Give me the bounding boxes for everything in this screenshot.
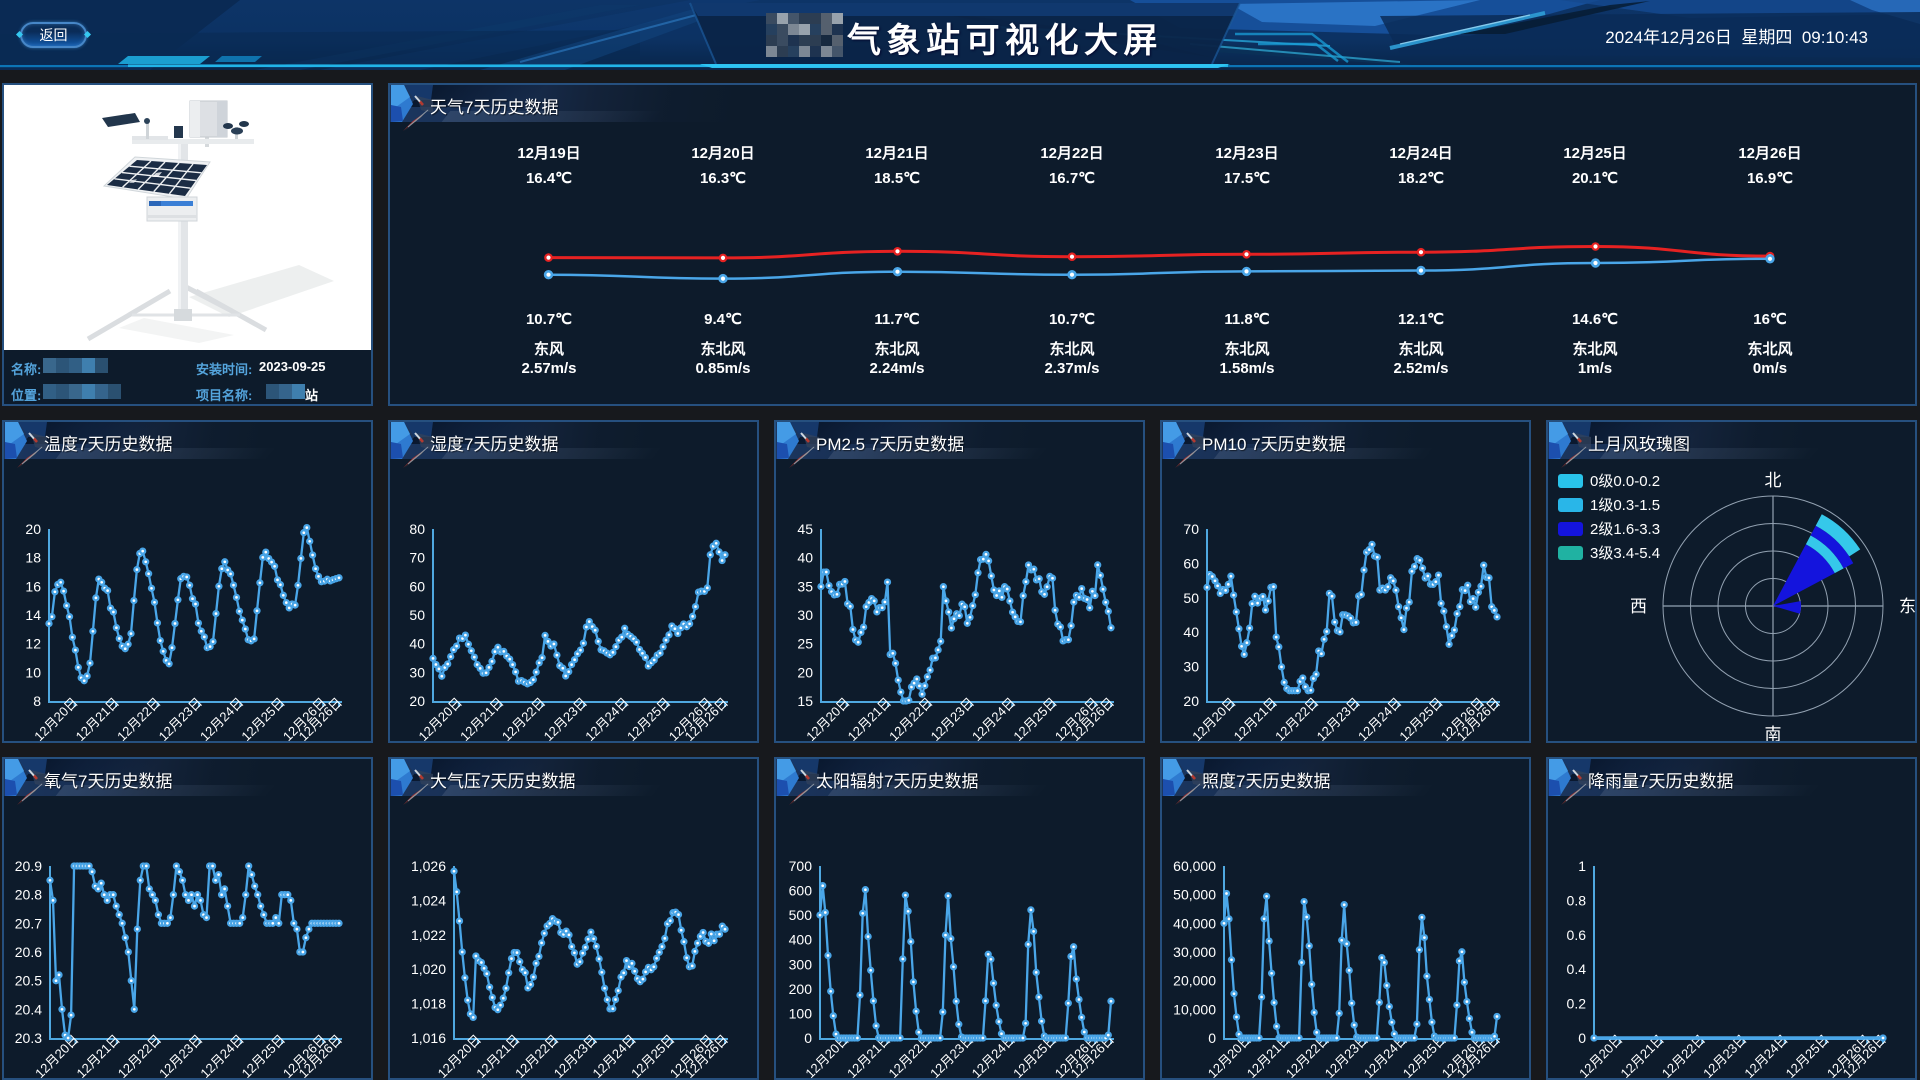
svg-text:400: 400 bbox=[789, 932, 813, 948]
svg-text:80: 80 bbox=[409, 521, 425, 537]
svg-text:0级0.0-0.2: 0级0.0-0.2 bbox=[1590, 473, 1660, 490]
svg-text:0: 0 bbox=[804, 1030, 812, 1046]
svg-text:14: 14 bbox=[25, 607, 41, 623]
svg-text:15: 15 bbox=[797, 693, 813, 709]
svg-text:700: 700 bbox=[789, 858, 813, 874]
svg-text:10: 10 bbox=[25, 664, 41, 680]
svg-text:60: 60 bbox=[1183, 555, 1199, 571]
svg-text:60: 60 bbox=[409, 578, 425, 594]
svg-text:20.6: 20.6 bbox=[15, 944, 42, 960]
svg-text:300: 300 bbox=[789, 956, 813, 972]
svg-text:600: 600 bbox=[789, 883, 813, 899]
svg-text:60,000: 60,000 bbox=[1173, 858, 1216, 874]
svg-text:25: 25 bbox=[797, 636, 813, 652]
svg-text:35: 35 bbox=[797, 578, 813, 594]
svg-text:1,024: 1,024 bbox=[411, 892, 446, 908]
svg-text:20: 20 bbox=[1183, 693, 1199, 709]
svg-text:200: 200 bbox=[789, 981, 813, 997]
svg-text:3级3.4-5.4: 3级3.4-5.4 bbox=[1590, 545, 1660, 562]
svg-text:30: 30 bbox=[1183, 659, 1199, 675]
svg-text:北: 北 bbox=[1765, 471, 1782, 490]
svg-text:1,018: 1,018 bbox=[411, 996, 446, 1012]
svg-text:100: 100 bbox=[789, 1005, 813, 1021]
svg-text:20: 20 bbox=[797, 664, 813, 680]
svg-text:30: 30 bbox=[409, 664, 425, 680]
svg-text:30: 30 bbox=[797, 607, 813, 623]
svg-text:1,026: 1,026 bbox=[411, 858, 446, 874]
svg-text:12: 12 bbox=[25, 636, 41, 652]
svg-text:40: 40 bbox=[1183, 624, 1199, 640]
svg-text:20: 20 bbox=[25, 521, 41, 537]
svg-text:70: 70 bbox=[1183, 521, 1199, 537]
svg-text:南: 南 bbox=[1765, 725, 1782, 743]
svg-text:20,000: 20,000 bbox=[1173, 973, 1216, 989]
svg-text:50: 50 bbox=[409, 607, 425, 623]
svg-text:1级0.3-1.5: 1级0.3-1.5 bbox=[1590, 497, 1660, 514]
svg-text:0: 0 bbox=[1578, 1030, 1586, 1046]
svg-text:16: 16 bbox=[25, 578, 41, 594]
svg-text:0: 0 bbox=[1208, 1030, 1216, 1046]
svg-text:0.4: 0.4 bbox=[1567, 961, 1587, 977]
svg-text:2级1.6-3.3: 2级1.6-3.3 bbox=[1590, 521, 1660, 538]
svg-text:1,020: 1,020 bbox=[411, 961, 446, 977]
svg-text:20.9: 20.9 bbox=[15, 858, 42, 874]
svg-text:0.2: 0.2 bbox=[1567, 996, 1587, 1012]
svg-text:0.6: 0.6 bbox=[1567, 927, 1587, 943]
svg-text:1,016: 1,016 bbox=[411, 1030, 446, 1046]
svg-text:0.8: 0.8 bbox=[1567, 892, 1587, 908]
svg-text:45: 45 bbox=[797, 521, 813, 537]
svg-text:50,000: 50,000 bbox=[1173, 887, 1216, 903]
svg-text:10,000: 10,000 bbox=[1173, 1001, 1216, 1017]
svg-text:50: 50 bbox=[1183, 590, 1199, 606]
svg-text:40: 40 bbox=[409, 636, 425, 652]
svg-text:1: 1 bbox=[1578, 858, 1586, 874]
svg-text:20.4: 20.4 bbox=[15, 1001, 42, 1017]
svg-text:西: 西 bbox=[1630, 597, 1647, 616]
svg-text:20.5: 20.5 bbox=[15, 973, 42, 989]
svg-text:18: 18 bbox=[25, 550, 41, 566]
svg-text:20: 20 bbox=[409, 693, 425, 709]
svg-text:70: 70 bbox=[409, 550, 425, 566]
svg-text:20.8: 20.8 bbox=[15, 887, 42, 903]
svg-text:8: 8 bbox=[33, 693, 41, 709]
svg-text:东: 东 bbox=[1899, 597, 1916, 616]
svg-text:20.7: 20.7 bbox=[15, 915, 42, 931]
svg-text:40: 40 bbox=[797, 550, 813, 566]
svg-text:20.3: 20.3 bbox=[15, 1030, 42, 1046]
svg-text:40,000: 40,000 bbox=[1173, 915, 1216, 931]
svg-text:1,022: 1,022 bbox=[411, 927, 446, 943]
svg-text:30,000: 30,000 bbox=[1173, 944, 1216, 960]
svg-text:500: 500 bbox=[789, 907, 813, 923]
